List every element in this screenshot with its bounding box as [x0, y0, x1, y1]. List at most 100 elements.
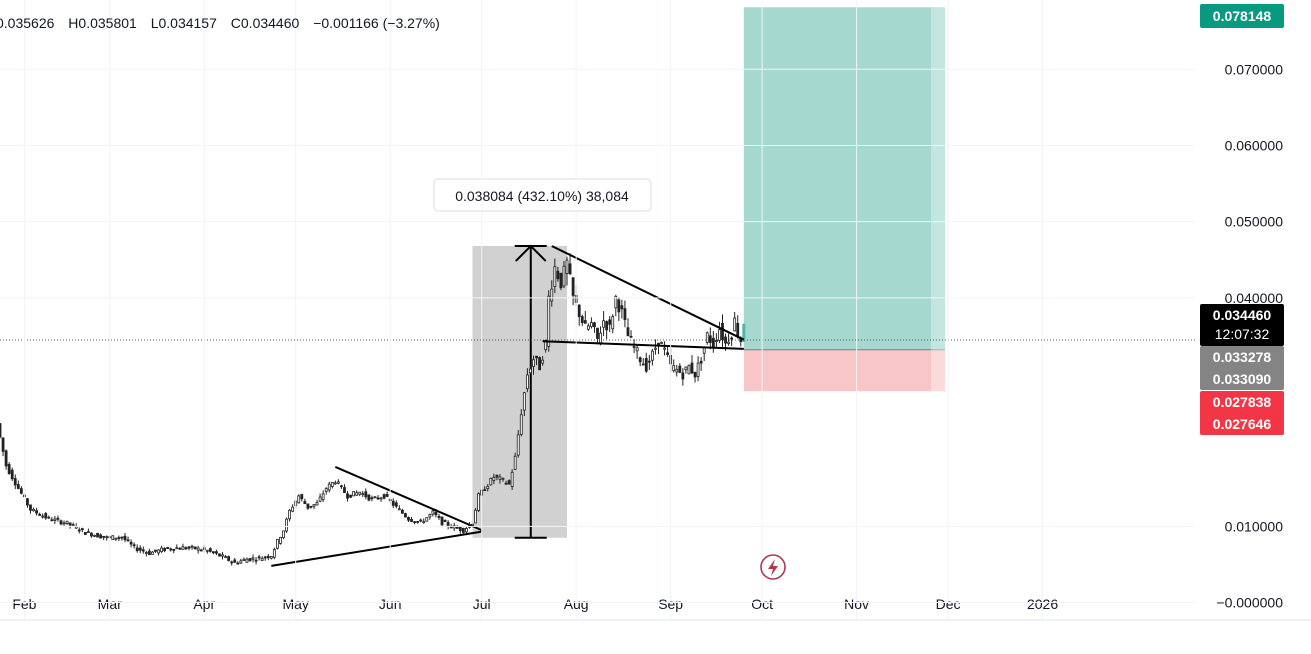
- candle-body: [59, 520, 63, 525]
- candle: [416, 520, 420, 524]
- candle-body: [507, 480, 511, 485]
- trendline[interactable]: [271, 530, 482, 567]
- candle-body: [355, 492, 359, 496]
- candle: [41, 513, 45, 519]
- candle: [65, 520, 69, 525]
- candle-body: [276, 539, 279, 549]
- candle: [80, 527, 84, 533]
- candle-body: [736, 323, 740, 337]
- target-badge-bg: [1200, 4, 1284, 28]
- candle: [422, 518, 426, 524]
- candle-body: [221, 554, 224, 557]
- candle-body: [367, 494, 371, 501]
- candle: [733, 312, 737, 332]
- candle-body: [172, 548, 176, 551]
- candle: [276, 539, 279, 550]
- candle-body: [269, 556, 273, 559]
- candle-body: [605, 321, 609, 331]
- profit-zone[interactable]: [743, 7, 946, 350]
- candle: [230, 560, 234, 566]
- loss-zone[interactable]: [743, 349, 946, 392]
- candle-body: [385, 493, 389, 497]
- candle-body: [352, 491, 356, 497]
- candle: [452, 522, 456, 531]
- candle: [413, 521, 416, 525]
- lightning-icon[interactable]: [760, 554, 786, 580]
- candle-body: [519, 414, 523, 435]
- candle: [44, 511, 48, 520]
- candle-body: [62, 522, 66, 525]
- candle: [129, 539, 133, 548]
- long-position-tool[interactable]: [743, 7, 946, 392]
- candle: [224, 555, 227, 559]
- candle: [333, 480, 337, 485]
- candle-body: [687, 364, 691, 375]
- candle: [105, 535, 109, 541]
- candle-body: [0, 423, 2, 438]
- candle-body: [309, 505, 313, 508]
- candle: [705, 331, 709, 345]
- candle-body: [721, 322, 724, 340]
- candle-body: [47, 516, 51, 519]
- trendline[interactable]: [551, 245, 745, 341]
- trendline[interactable]: [334, 465, 483, 532]
- candle: [736, 315, 740, 339]
- candle: [458, 526, 462, 534]
- candle: [178, 546, 182, 550]
- candle-body: [608, 319, 612, 325]
- candle: [541, 356, 545, 366]
- y-tick-label: 0.070000: [1225, 61, 1284, 77]
- candle-body: [666, 352, 670, 355]
- candle-body: [230, 561, 234, 564]
- candle-body: [431, 510, 435, 515]
- bar-countdown-label: 12:07:32: [1215, 326, 1270, 342]
- candle: [693, 371, 697, 383]
- candle-body: [126, 539, 130, 542]
- candle: [650, 348, 654, 366]
- candle-body: [364, 491, 368, 498]
- candle: [550, 280, 554, 307]
- candle-body: [96, 532, 99, 538]
- price-axis[interactable]: 0.070000 0.060000 0.050000 0.040000 0.010000…: [0, 61, 1283, 610]
- candle: [522, 391, 526, 417]
- candle: [245, 557, 249, 563]
- candle-body: [105, 536, 109, 539]
- candle: [675, 364, 679, 377]
- current-price-badge: 0.034460 12:07:32: [1200, 304, 1284, 346]
- candle: [419, 518, 423, 523]
- candle: [565, 256, 569, 286]
- candle-body: [154, 549, 157, 552]
- candle-body: [26, 498, 29, 506]
- candle-body: [535, 355, 538, 359]
- candle-body: [397, 508, 401, 511]
- candle: [321, 490, 325, 503]
- candle: [151, 550, 154, 555]
- candle: [525, 368, 529, 393]
- candle: [547, 290, 551, 352]
- candle: [477, 492, 481, 513]
- candle: [586, 323, 590, 331]
- candle-body: [44, 513, 48, 519]
- x-tick-label: Jun: [379, 596, 402, 612]
- candle: [425, 517, 429, 522]
- candle-body: [501, 477, 505, 480]
- candle-body: [239, 560, 243, 564]
- candle-body: [532, 359, 535, 367]
- candle-body: [620, 305, 624, 310]
- candle: [443, 519, 447, 522]
- candle-body: [724, 336, 727, 344]
- candle-body: [443, 519, 447, 522]
- candle: [196, 545, 200, 554]
- candle-body: [416, 520, 420, 523]
- candle-body: [675, 368, 679, 373]
- candle: [56, 515, 60, 522]
- candle-body: [660, 342, 663, 344]
- candle: [611, 314, 615, 334]
- candle: [489, 477, 493, 486]
- candle: [239, 558, 243, 564]
- time-axis[interactable]: Feb Mar Apr May Jun Jul Aug Sep Oct Nov Dec 2026: [12, 0, 1058, 620]
- candle: [678, 363, 682, 374]
- candle: [605, 320, 609, 340]
